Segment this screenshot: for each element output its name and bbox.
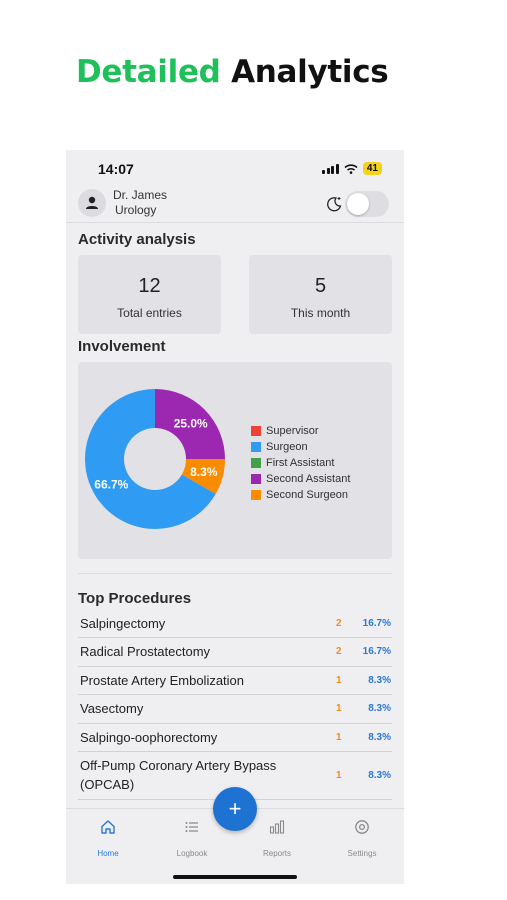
wifi-icon	[344, 163, 358, 174]
procedure-percent: 8.3%	[368, 732, 391, 743]
procedure-count: 1	[336, 732, 342, 743]
procedure-count: 1	[336, 675, 342, 686]
list-icon	[185, 822, 198, 832]
phone-screen: 14:07 41 Dr. James Urology	[66, 150, 404, 884]
procedure-name: Salpingectomy	[80, 616, 166, 631]
procedure-name: Prostate Artery Embolization	[80, 673, 245, 688]
divider	[66, 222, 404, 223]
battery-icon: 41	[362, 162, 382, 175]
user-name: Dr. James	[113, 188, 168, 202]
stat-label: This month	[290, 306, 351, 320]
headline-rest: Analytics	[231, 54, 389, 90]
donut-label-surgeon: 66.7%	[94, 477, 128, 491]
tab-label: Home	[97, 849, 119, 858]
legend-item-first-assistant: First Assistant	[251, 455, 350, 471]
status-bar: 14:07 41	[66, 150, 404, 184]
tab-reports[interactable]: Reports	[247, 819, 307, 858]
stat-value: 5	[314, 275, 327, 297]
tab-label: Reports	[262, 849, 291, 858]
gear-icon	[355, 820, 369, 834]
activity-title: Activity analysis	[78, 231, 196, 248]
divider	[78, 573, 392, 574]
user-icon	[86, 196, 98, 209]
tab-settings[interactable]: Settings	[332, 819, 392, 858]
procedure-percent: 16.7%	[362, 618, 391, 629]
chart-legend: Supervisor Surgeon First Assistant Secon…	[251, 423, 350, 503]
legend-label: Second Assistant	[266, 473, 351, 485]
procedure-count: 1	[336, 770, 342, 781]
tab-label: Settings	[347, 849, 377, 858]
procedure-row[interactable]: Vasectomy 1 8.3%	[78, 695, 392, 724]
procedure-count: 1	[336, 703, 342, 714]
legend-swatch	[251, 490, 261, 500]
procedure-percent: 8.3%	[368, 675, 391, 686]
status-time: 14:07	[98, 161, 134, 177]
procedure-row[interactable]: Prostate Artery Embolization 1 8.3%	[78, 667, 392, 695]
legend-item-surgeon: Surgeon	[251, 439, 350, 455]
avatar[interactable]	[78, 189, 106, 217]
involvement-chart-card: 66.7% 25.0% 8.3% Supervisor Surgeon First …	[78, 362, 392, 559]
procedure-name: Off-Pump Coronary Artery Bypass (OPCAB)	[80, 758, 277, 792]
profile-header: Dr. James Urology	[66, 186, 404, 222]
stat-card-total: 12 Total entries	[78, 255, 221, 334]
tab-label: Logbook	[176, 849, 208, 858]
top-procedures-title: Top Procedures	[78, 590, 192, 607]
procedure-name: Salpingo-oophorectomy	[80, 730, 218, 745]
involvement-title: Involvement	[78, 338, 166, 355]
procedure-row[interactable]: Salpingo-oophorectomy 1 8.3%	[78, 724, 392, 752]
legend-label: Second Surgeon	[266, 489, 348, 501]
donut-slice-surgeon	[85, 389, 216, 529]
toggle-knob	[347, 193, 369, 215]
procedure-name: Vasectomy	[80, 701, 144, 716]
procedure-count: 2	[336, 646, 342, 657]
procedure-count: 2	[336, 618, 342, 629]
donut-slice-second-assistant	[155, 389, 225, 459]
tab-logbook[interactable]: Logbook	[162, 819, 222, 858]
headline: Detailed Analytics	[76, 54, 389, 90]
procedure-percent: 8.3%	[368, 770, 391, 781]
headline-accent: Detailed	[76, 54, 221, 90]
procedure-row[interactable]: Salpingectomy 2 16.7%	[78, 610, 392, 638]
stat-value: 12	[138, 275, 161, 297]
home-indicator	[173, 875, 297, 879]
tab-home[interactable]: Home	[78, 819, 138, 858]
signal-icon	[322, 163, 339, 174]
legend-item-second-surgeon: Second Surgeon	[251, 487, 350, 503]
stat-label: Total entries	[117, 306, 182, 320]
legend-swatch	[251, 442, 261, 452]
bar-chart-icon	[269, 820, 285, 834]
procedure-name: Radical Prostatectomy	[80, 644, 211, 659]
procedure-percent: 16.7%	[362, 646, 391, 657]
legend-swatch	[251, 426, 261, 436]
procedure-row[interactable]: Radical Prostatectomy 2 16.7%	[78, 638, 392, 667]
legend-swatch	[251, 474, 261, 484]
home-icon	[101, 820, 115, 834]
legend-label: Supervisor	[266, 425, 319, 437]
status-icons: 41	[322, 162, 382, 175]
legend-label: Surgeon	[266, 441, 308, 453]
procedure-percent: 8.3%	[368, 703, 391, 714]
legend-item-second-assistant: Second Assistant	[251, 471, 350, 487]
dark-mode-toggle[interactable]	[345, 191, 389, 217]
user-department: Urology	[115, 203, 157, 217]
legend-item-supervisor: Supervisor	[251, 423, 350, 439]
stat-card-month: 5 This month	[249, 255, 392, 334]
add-entry-button[interactable]: +	[213, 787, 257, 831]
legend-swatch	[251, 458, 261, 468]
donut-label-second-surgeon: 8.3%	[190, 465, 218, 479]
moon-icon	[327, 197, 342, 212]
procedure-list: Salpingectomy 2 16.7% Radical Prostatect…	[78, 610, 392, 800]
involvement-donut-chart: 66.7% 25.0% 8.3%	[85, 389, 225, 529]
donut-slice-second-surgeon	[181, 459, 225, 494]
donut-label-second-assistant: 25.0%	[174, 416, 208, 430]
legend-label: First Assistant	[266, 457, 335, 469]
